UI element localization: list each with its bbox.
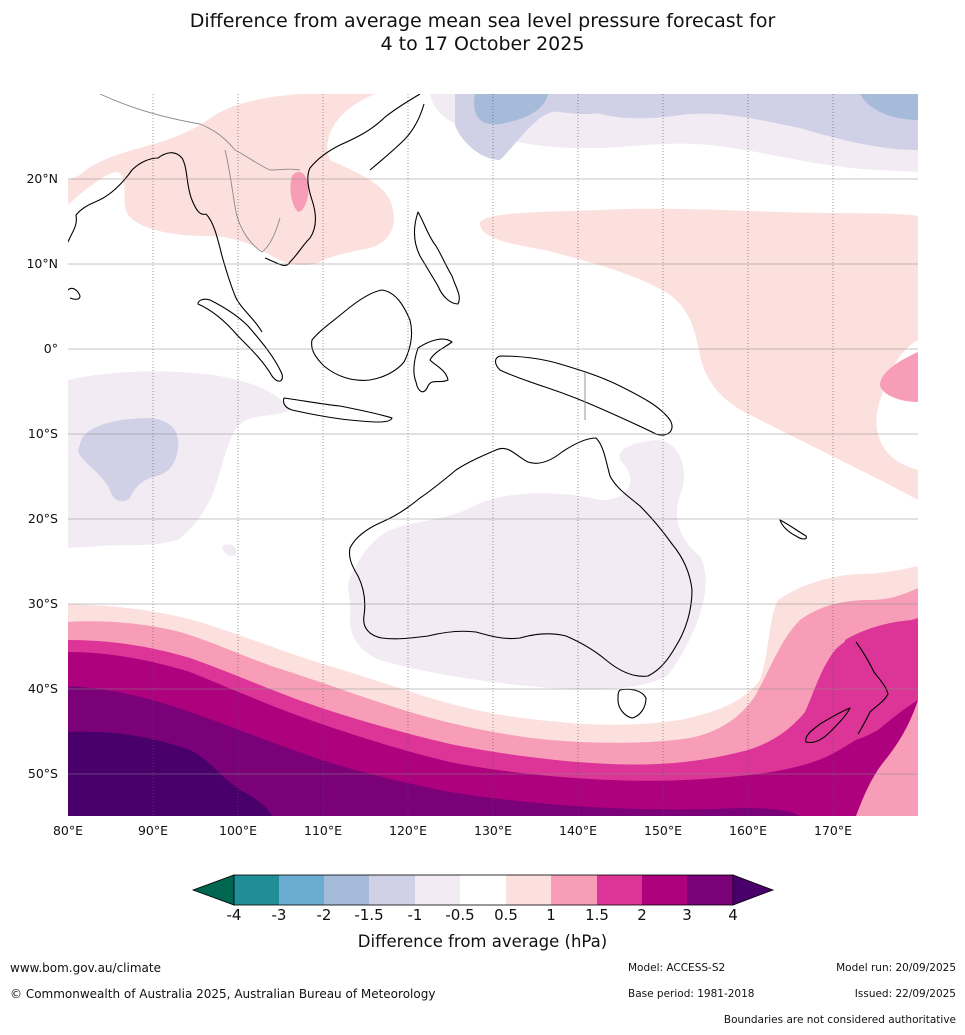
lon-label-160e: 160°E: [728, 823, 768, 838]
lat-label-40s: 40°S: [27, 681, 58, 696]
anomaly-patch-indian-ocean: [68, 371, 290, 548]
colorbar-swatch-2-3: [642, 875, 687, 905]
colorbar-swatch-neutral: [460, 875, 506, 905]
lon-label-150e: 150°E: [643, 823, 683, 838]
lat-label-30s: 30°S: [27, 596, 58, 611]
lon-label-90e: 90°E: [137, 823, 169, 838]
coast-nz-north: [855, 641, 889, 735]
lon-label-80e: 80°E: [52, 823, 84, 838]
lat-label-10s: 10°S: [27, 426, 58, 441]
colorbar-tick: -3: [271, 906, 287, 924]
coast-java: [282, 397, 393, 423]
colorbar-tick: 2: [637, 906, 647, 924]
colorbar-swatch-3-4: [687, 875, 733, 905]
lon-label-170e: 170°E: [813, 823, 853, 838]
anomaly-patch-bengal: [157, 145, 181, 172]
coast-myanmar-thai: [205, 213, 263, 333]
coast-nz-south: [805, 707, 851, 744]
coast-indochina: [264, 94, 421, 266]
lon-label-100e: 100°E: [218, 823, 258, 838]
colorbar-swatch-1.5-1: [369, 875, 415, 905]
lon-label-130e: 130°E: [473, 823, 513, 838]
coast-borneo: [311, 289, 413, 381]
lat-label-20s: 20°S: [27, 511, 58, 526]
colorbar-title: Difference from average (hPa): [357, 932, 608, 951]
anomaly-tongue-pacific: [479, 208, 918, 500]
anomaly-band-south-3: [68, 686, 800, 816]
colorbar-swatch-1-0.5: [415, 875, 460, 905]
boundaries-disclaimer: Boundaries are not considered authoritat…: [723, 1014, 956, 1026]
lon-label-140e: 140°E: [558, 823, 598, 838]
coast-india: [68, 152, 207, 243]
anomaly-patch-indochina-inner: [290, 171, 309, 212]
coast-india-south: [68, 287, 81, 300]
coast-japan: [369, 103, 425, 171]
colorbar-tick: -1.5: [354, 906, 384, 924]
coast-vanuatu: [779, 519, 807, 540]
lat-label-50s: 50°S: [27, 766, 58, 781]
colorbar: [191, 874, 775, 906]
coast-philippines: [413, 211, 460, 305]
colorbar-swatch-0.5-1: [506, 875, 551, 905]
lat-label-0: 0°: [43, 341, 58, 356]
colorbar-tick: -4: [226, 906, 242, 924]
coastlines: [68, 94, 889, 744]
border-mainland: [224, 149, 281, 253]
coast-tasmania: [617, 688, 647, 719]
anomaly-patch-australia: [348, 440, 706, 690]
colorbar-swatch-4-3: [234, 875, 279, 905]
lon-label-120e: 120°E: [388, 823, 428, 838]
anomaly-patch-small: [222, 544, 237, 556]
anomaly-patch-tasman-1.5: [832, 620, 918, 742]
chart-title: Difference from average mean sea level p…: [0, 10, 965, 56]
coast-sulawesi: [413, 338, 453, 393]
colorbar-tick: -1: [407, 906, 423, 924]
lon-label-110e: 110°E: [303, 823, 343, 838]
colorbar-tick: -2: [316, 906, 332, 924]
lat-label-20n: 20°N: [26, 171, 58, 186]
title-line-2: 4 to 17 October 2025: [380, 33, 585, 55]
colorbar-tick: 4: [728, 906, 738, 924]
colorbar-swatch-below-4: [191, 874, 235, 906]
anomaly-band-north-strong: [474, 94, 918, 125]
lat-label-10n: 10°N: [26, 256, 58, 271]
colorbar-tick: 0.5: [494, 906, 518, 924]
model-name: Model: ACCESS-S2: [628, 962, 726, 974]
website-link[interactable]: www.bom.gov.au/climate: [10, 961, 161, 975]
colorbar-tick: 1: [546, 906, 556, 924]
colorbar-tick: 3: [682, 906, 692, 924]
anomaly-patch-indian-ocean-inner: [78, 418, 179, 502]
colorbar-swatch-3-2: [279, 875, 324, 905]
coast-sumatra: [197, 298, 283, 382]
colorbar-swatch-1-1.5: [551, 875, 597, 905]
country-borders: [99, 94, 586, 420]
model-run-date: Model run: 20/09/2025: [836, 962, 956, 974]
issued-date: Issued: 22/09/2025: [854, 988, 956, 1000]
coast-australia: [348, 437, 693, 677]
colorbar-swatch-2-1.5: [324, 875, 369, 905]
title-line-1: Difference from average mean sea level p…: [189, 10, 776, 32]
colorbar-swatch-above-4: [732, 874, 775, 906]
anomaly-patch-tasman-1: [856, 700, 918, 816]
gridlines-lat: [68, 178, 918, 775]
colorbar-tick: 1.5: [585, 906, 609, 924]
copyright-text: © Commonwealth of Australia 2025, Austra…: [10, 987, 436, 1001]
border-china: [99, 94, 301, 171]
anomaly-band-north-mid: [455, 94, 918, 160]
gridlines: [152, 94, 834, 816]
colorbar-swatch-1.5-2: [597, 875, 642, 905]
base-period: Base period: 1981-2018: [628, 988, 755, 1000]
anomaly-patch-pacific-strong: [880, 352, 918, 402]
colorbar-tick: -0.5: [445, 906, 475, 924]
